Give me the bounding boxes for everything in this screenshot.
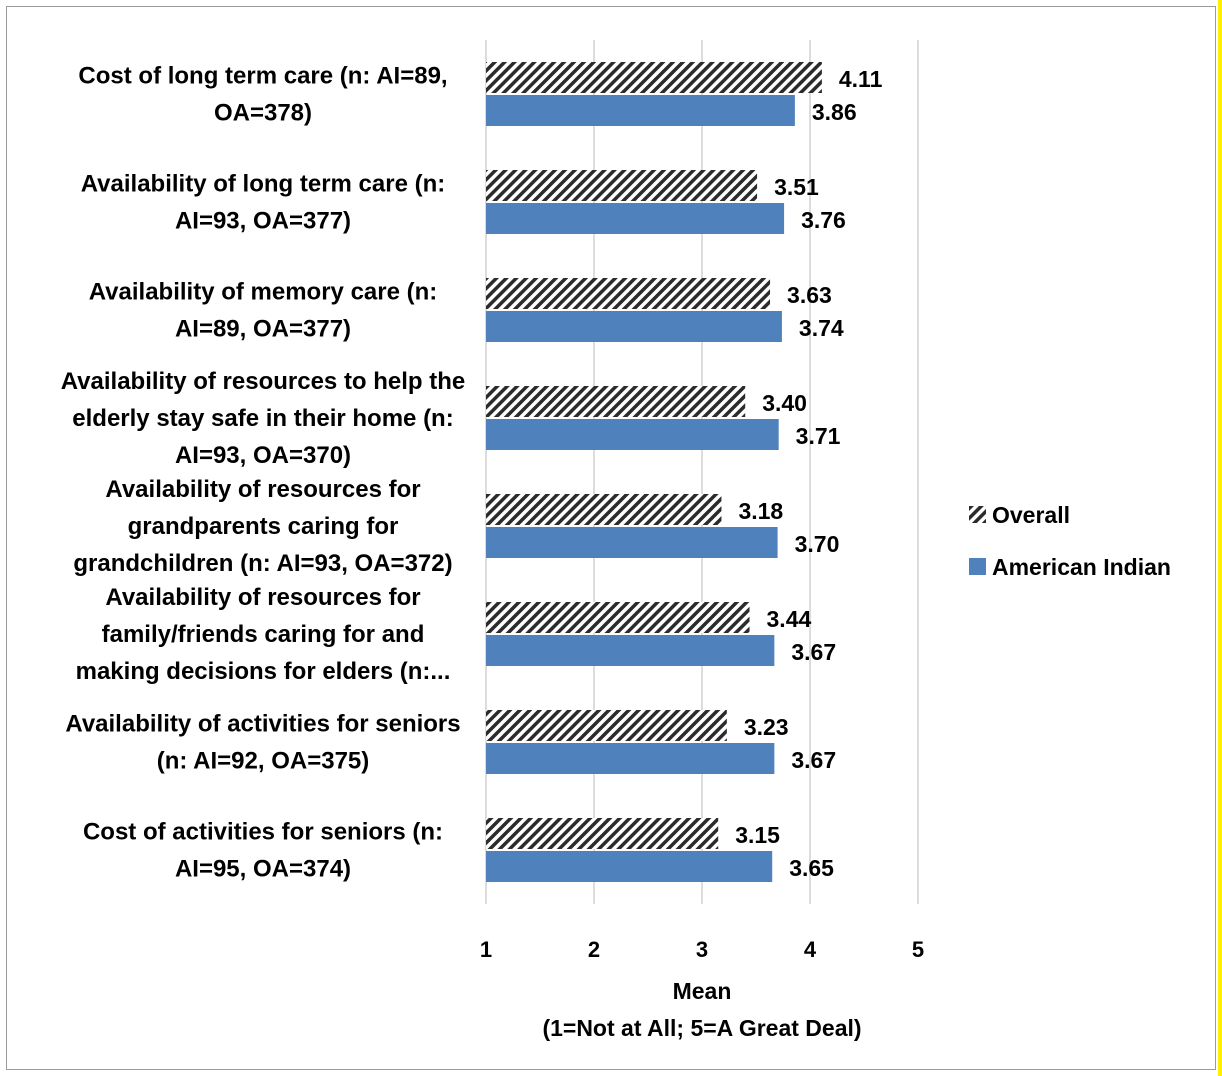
bar-american-indian — [486, 419, 779, 450]
bar-overall — [486, 62, 822, 93]
x-axis-ticks: 1 2 3 4 5 — [480, 937, 924, 962]
legend-swatch-american-indian — [969, 558, 986, 575]
value-label-american-indian: 3.76 — [801, 207, 846, 233]
category-label: (n: AI=92, OA=375) — [157, 748, 370, 775]
category-label: AI=89, OA=377) — [175, 316, 351, 343]
category-label: grandparents caring for — [128, 513, 399, 540]
category-label: Availability of long term care (n: — [81, 171, 446, 198]
value-label-american-indian: 3.74 — [799, 315, 844, 341]
x-tick-label: 5 — [912, 937, 924, 962]
bar-american-indian — [486, 743, 775, 774]
bar-overall — [486, 710, 727, 741]
bar-overall — [486, 494, 722, 525]
bar-overall — [486, 278, 771, 309]
grid-lines — [485, 40, 919, 904]
x-tick-label: 2 — [588, 937, 600, 962]
value-label-american-indian: 3.67 — [791, 747, 836, 773]
value-label-american-indian: 3.65 — [789, 855, 834, 881]
category-label: AI=93, OA=370) — [175, 442, 351, 469]
x-tick-label: 4 — [804, 937, 817, 962]
category-label: Availability of memory care (n: — [89, 279, 438, 306]
bar-overall — [486, 602, 750, 633]
category-label: family/friends caring for and — [102, 621, 425, 648]
legend-label-overall: Overall — [992, 502, 1070, 528]
legend-label-american-indian: American Indian — [992, 554, 1171, 580]
category-label: Cost of activities for seniors (n: — [83, 819, 443, 846]
category-label: Availability of resources for — [105, 584, 420, 611]
bar-american-indian — [486, 311, 782, 342]
category-label: Cost of long term care (n: AI=89, — [78, 63, 447, 90]
bar-overall — [486, 818, 719, 849]
bar-american-indian — [486, 851, 773, 882]
category-label: AI=93, OA=377) — [175, 208, 351, 235]
category-label: elderly stay safe in their home (n: — [72, 405, 453, 432]
legend: Overall American Indian — [969, 502, 1171, 580]
x-tick-label: 3 — [696, 937, 708, 962]
category-label: Availability of resources for — [105, 476, 420, 503]
bar-american-indian — [486, 635, 775, 666]
value-label-american-indian: 3.71 — [796, 423, 841, 449]
category-label: making decisions for elders (n:... — [76, 658, 451, 685]
value-label-overall: 3.51 — [774, 174, 819, 200]
value-label-overall: 3.23 — [744, 714, 789, 740]
category-label: AI=95, OA=374) — [175, 856, 351, 883]
value-label-overall: 3.44 — [767, 606, 812, 632]
category-label: OA=378) — [214, 100, 312, 127]
category-label: Availability of resources to help the — [61, 368, 466, 395]
value-label-american-indian: 3.67 — [791, 639, 836, 665]
category-label: Availability of activities for seniors — [65, 711, 460, 738]
bar-american-indian — [486, 527, 778, 558]
value-label-overall: 3.18 — [738, 498, 783, 524]
window-edge — [1218, 0, 1222, 1076]
x-tick-label: 1 — [480, 937, 492, 962]
value-label-overall: 4.11 — [839, 66, 883, 92]
bar-american-indian — [486, 95, 795, 126]
value-label-overall: 3.15 — [735, 822, 780, 848]
x-axis-title-line2: (1=Not at All; 5=A Great Deal) — [542, 1015, 861, 1041]
x-axis-title-line1: Mean — [673, 978, 732, 1004]
value-label-overall: 3.63 — [787, 282, 832, 308]
bar-american-indian — [486, 203, 785, 234]
bar-overall — [486, 386, 746, 417]
value-label-overall: 3.40 — [762, 390, 807, 416]
legend-swatch-overall — [969, 506, 986, 523]
value-label-american-indian: 3.70 — [795, 531, 840, 557]
value-labels: 4.11 3.86 3.51 3.76 3.63 3.74 3.40 3.71 3.18 3.70… — [735, 66, 882, 881]
bars — [486, 62, 822, 882]
category-label: grandchildren (n: AI=93, OA=372) — [73, 550, 452, 577]
category-labels: Cost of long term care (n: AI=89, OA=378)… — [61, 63, 466, 883]
bar-overall — [486, 170, 758, 201]
value-label-american-indian: 3.86 — [812, 99, 857, 125]
